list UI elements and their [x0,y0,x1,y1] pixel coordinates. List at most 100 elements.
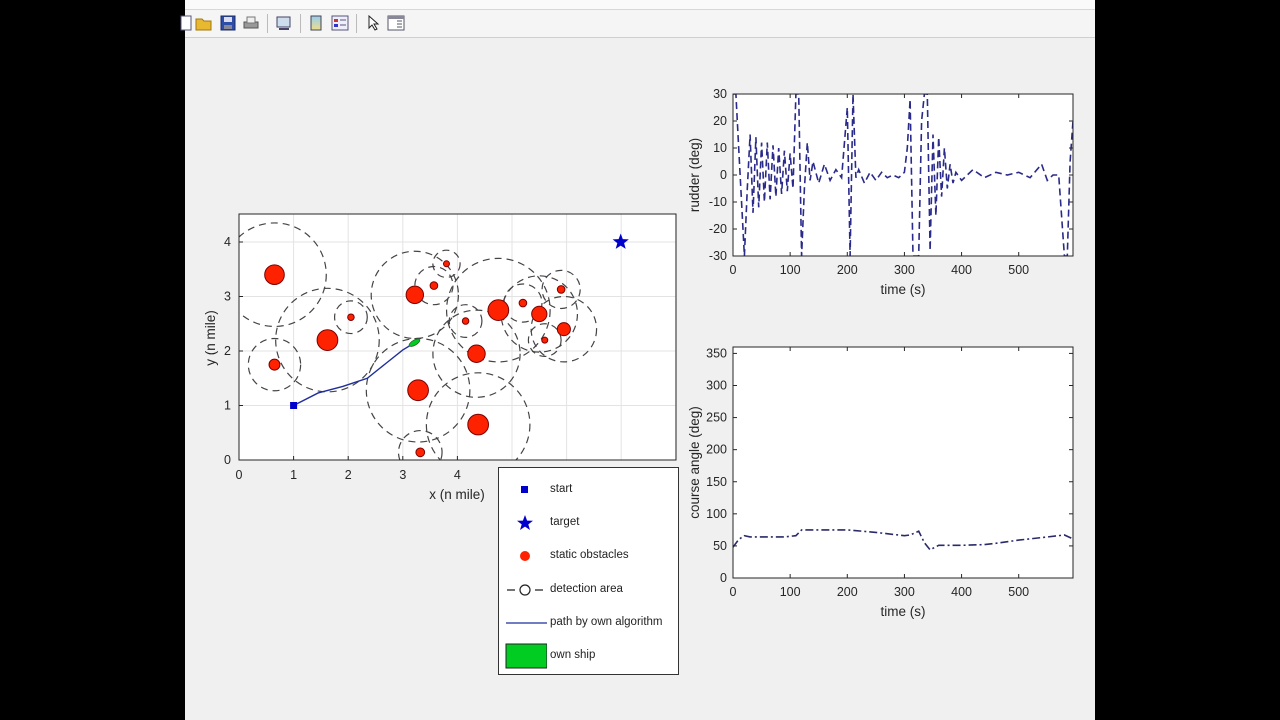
toolbar-separator [267,14,268,33]
legend-item-target: target [499,511,680,535]
x-tick-label: 100 [780,263,801,277]
static-obstacle [556,322,571,337]
detection-area-circle [432,249,461,279]
detection-area-circle [397,429,443,460]
y-tick-label: 0 [224,453,231,467]
x-axis-label: time (s) [881,604,926,619]
detection-area-circle [527,323,562,358]
y-tick-label: -30 [709,249,727,263]
blue-line-icon [503,611,547,635]
detection-area-circle [448,304,483,338]
x-tick-label: 1 [290,468,297,482]
y-axis-label: y (n mile) [203,310,218,366]
detection-area-circle [445,257,551,363]
detection-area-circle [239,222,327,328]
link-plot-icon[interactable] [275,14,293,32]
static-obstacle [405,285,425,305]
insert-colorbar-icon[interactable] [307,14,325,32]
legend-label: detection area [550,583,623,595]
toolbar-separator [300,14,301,33]
insert-legend-icon[interactable] [331,14,349,32]
static-obstacle [467,344,486,363]
blue-square-icon [503,478,547,502]
x-axis-label: time (s) [881,282,926,297]
detection-area-circle [500,275,579,353]
y-tick-label: 50 [713,539,727,553]
y-tick-label: 30 [713,87,727,101]
static-obstacle [487,299,510,321]
x-tick-label: 0 [236,468,243,482]
figure-toolbar [180,10,1095,38]
static-obstacle [347,313,355,321]
new-figure-icon[interactable] [177,14,195,32]
trajectory-legend[interactable]: start target static obstacles detection … [498,467,679,675]
y-tick-label: 0 [720,168,727,182]
legend-label: start [550,483,573,495]
menu-bar[interactable] [185,0,1095,10]
course-angle-chart[interactable]: 0 100 200 300 400 500 0 50 100 150 200 250 300 350 tim… [675,340,1085,630]
static-obstacle [442,260,450,268]
y-tick-label: -20 [709,222,727,236]
x-tick-label: 200 [837,585,858,599]
rudder-chart[interactable]: 0 100 200 300 400 500 -30 -20 -10 0 10 20 30 time (s)… [675,85,1085,310]
trajectory-chart[interactable]: 0 1 2 3 4 0 1 2 3 4 x (n mile) y (n mile) [185,0,1095,720]
static-obstacle [429,281,439,290]
star-icon [503,511,547,535]
legend-item-path: path by own algorithm [499,611,680,635]
property-inspector-icon[interactable] [387,14,405,32]
toolbar-separator [356,14,357,33]
y-tick-label: 200 [706,443,727,457]
x-tick-label: 3 [399,468,406,482]
detection-area-circle [370,250,460,340]
plot-area [733,347,1073,578]
y-tick-label: 100 [706,507,727,521]
static-obstacle [264,264,285,286]
x-tick-label: 500 [1008,585,1029,599]
x-tick-label: 200 [837,263,858,277]
static-obstacle [541,336,549,344]
detection-area-circle [425,372,531,460]
open-file-icon[interactable] [195,14,213,32]
x-tick-label: 4 [454,468,461,482]
y-tick-label: 350 [706,346,727,360]
x-tick-label: 100 [780,585,801,599]
static-obstacle [268,358,281,371]
legend-label: path by own algorithm [550,616,663,628]
print-icon[interactable] [242,14,260,32]
legend-label: target [550,516,580,528]
x-tick-label: 2 [345,468,352,482]
legend-label: own ship [550,649,596,661]
static-obstacle [461,317,470,325]
static-obstacle [467,413,490,436]
legend-item-static-obstacles: static obstacles [499,544,680,568]
x-tick-label: 300 [894,585,915,599]
target-marker [612,233,629,249]
y-tick-label: 20 [713,114,727,128]
detection-area-circle [275,287,380,393]
save-icon[interactable] [219,14,237,32]
static-obstacle [407,379,429,402]
detection-area-circle [414,265,454,306]
figure-window: 0 1 2 3 4 0 1 2 3 4 x (n mile) y (n mile) start tar… [180,0,1095,720]
y-axis-label: course angle (deg) [687,406,702,519]
own-path-line [293,341,417,407]
y-tick-label: 3 [224,290,231,304]
detection-area-circle [247,337,302,392]
course-line [733,529,1073,551]
y-tick-label: 1 [224,399,231,413]
x-tick-label: 400 [951,263,972,277]
red-circle-icon [503,544,547,568]
x-axis-label: x (n mile) [429,487,485,502]
static-obstacle [556,285,566,294]
static-obstacle [531,305,548,323]
x-tick-label: 300 [894,263,915,277]
edit-plot-icon[interactable] [365,14,383,32]
x-tick-label: 400 [951,585,972,599]
x-tick-label: 500 [1008,263,1029,277]
own-ship-marker [408,338,421,347]
detection-area-circle [541,269,581,310]
green-rect-icon [503,643,547,669]
detection-area-circle [432,309,521,398]
y-tick-label: 10 [713,141,727,155]
y-tick-label: 0 [720,571,727,585]
